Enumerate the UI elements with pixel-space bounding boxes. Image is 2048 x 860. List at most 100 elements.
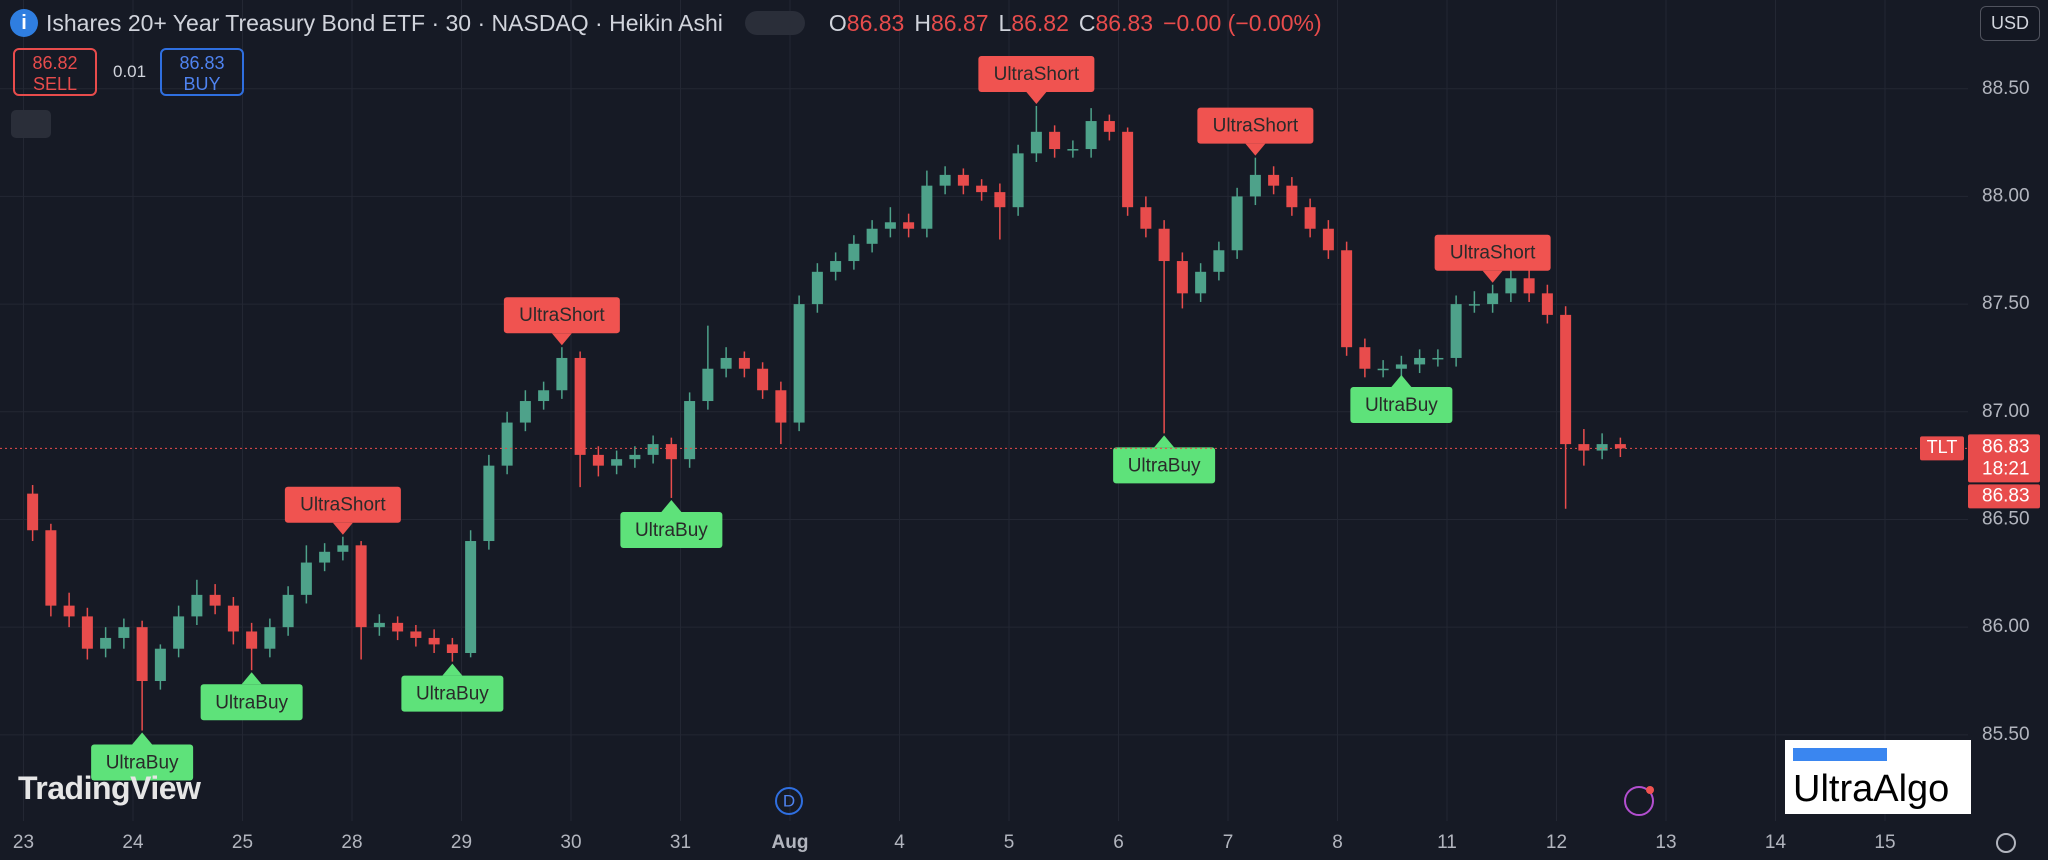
candle-body [63, 605, 75, 617]
x-tick-label: 12 [1546, 832, 1567, 853]
candle-body [1505, 278, 1517, 294]
signal-box [978, 55, 1095, 92]
settings-icon [1996, 833, 2016, 853]
ohlc-key: C [1078, 9, 1096, 36]
signal-label: UltraBuy [416, 684, 489, 705]
candle-body [100, 637, 112, 649]
signal-box [620, 511, 723, 548]
candle-body [611, 459, 623, 466]
y-tick-label: 86.00 [1982, 616, 2030, 637]
candle-body [1377, 368, 1389, 371]
candle-body [428, 637, 440, 645]
signal-pointer [1154, 435, 1175, 448]
x-tick-label: 30 [560, 832, 581, 853]
signal-label: UltraShort [519, 305, 605, 326]
candle-body [556, 357, 568, 391]
candle-body [337, 545, 349, 552]
candle-body [1286, 185, 1298, 208]
signal-label: UltraBuy [1128, 455, 1201, 476]
candle-body [1341, 250, 1353, 348]
change: −0.00 (−0.00%) [1163, 9, 1322, 36]
candle-body [191, 594, 203, 617]
event-dot [1646, 786, 1654, 794]
signal-pointer [241, 672, 262, 685]
signal-pointer [332, 522, 353, 535]
candle-body [1395, 364, 1407, 369]
signal-pointer [1391, 375, 1412, 388]
collapse-button[interactable] [11, 110, 51, 138]
candle-body [501, 422, 513, 466]
signal-label: UltraBuy [106, 753, 179, 774]
ohlc-value: 86.83 [1095, 9, 1154, 36]
candle-body [957, 174, 969, 186]
candle-body [1450, 304, 1462, 358]
candle-body [1249, 174, 1261, 197]
dividend-label: D [783, 791, 795, 810]
x-tick-label: 7 [1223, 832, 1234, 853]
sell-button[interactable]: 86.82 SELL [13, 48, 97, 96]
candle-body [410, 631, 422, 638]
candle-body [1304, 207, 1316, 229]
candle-body [1359, 347, 1371, 369]
candle-body [227, 605, 239, 632]
x-tick-label: 25 [232, 832, 253, 853]
signal-pointer [442, 663, 463, 676]
x-tick-label: 31 [670, 832, 691, 853]
signal-label: UltraBuy [215, 692, 288, 713]
x-tick-label: 4 [894, 832, 905, 853]
y-tick-label: 85.50 [1982, 724, 2030, 745]
candle-body [775, 390, 787, 423]
x-tick-label: 28 [341, 832, 362, 853]
indicator-price-box [1968, 484, 2040, 509]
candle-body [793, 304, 805, 423]
ohlc-key: O [828, 9, 847, 36]
y-tick-label: 87.50 [1982, 293, 2030, 314]
candle-body [647, 444, 659, 455]
symbol-title[interactable]: Ishares 20+ Year Treasury Bond ETF · 30 … [46, 9, 723, 36]
ohlc: O86.83 H86.87 L86.82 C86.83 [819, 10, 1153, 37]
candle-body [1432, 357, 1444, 360]
candle-body [921, 185, 933, 229]
ohlc-key: L [998, 9, 1012, 36]
candle-body [27, 493, 39, 531]
candle-body [665, 444, 677, 460]
countdown: 18:21 [1982, 458, 2030, 479]
candle-body [81, 616, 93, 649]
signal-label: UltraShort [1213, 116, 1299, 137]
y-tick-label: 87.00 [1982, 401, 2030, 422]
x-tick-label: 13 [1655, 832, 1676, 853]
symbol-tag [1920, 436, 1964, 461]
candle-body [282, 594, 294, 628]
candle-body [136, 627, 148, 682]
ohlc-key: H [914, 9, 931, 36]
candle-body [519, 401, 531, 423]
signal-pointer [1482, 270, 1503, 283]
candle-body [1067, 149, 1079, 151]
candle-body [1541, 293, 1553, 315]
buy-button[interactable]: 86.83 BUY [160, 48, 244, 96]
signal-label: UltraBuy [635, 520, 708, 541]
buy-price: 86.83 [179, 53, 225, 73]
status-pill[interactable] [744, 11, 805, 35]
candle-body [373, 622, 385, 628]
brand: TradingView [18, 770, 201, 806]
ohlc-value: 86.83 [846, 9, 905, 36]
candle-body [866, 228, 878, 244]
logo: UltraAlgo [1785, 740, 1971, 814]
signal-label: UltraBuy [1365, 395, 1438, 416]
candle-body [483, 465, 495, 542]
dividend-marker [775, 787, 803, 815]
candle-body [173, 616, 185, 649]
signal-label: UltraShort [1450, 243, 1536, 264]
candle-body [392, 622, 404, 632]
signal-pointer [132, 732, 153, 745]
candle-body [1176, 261, 1188, 294]
currency-button[interactable]: USD [1979, 6, 2040, 41]
ohlc-value: 86.87 [930, 9, 989, 36]
x-tick-label: 5 [1004, 832, 1015, 853]
info-icon[interactable]: i [10, 9, 38, 37]
candle-body [1560, 314, 1572, 445]
candle-body [1596, 444, 1608, 451]
candle-body [574, 357, 586, 455]
